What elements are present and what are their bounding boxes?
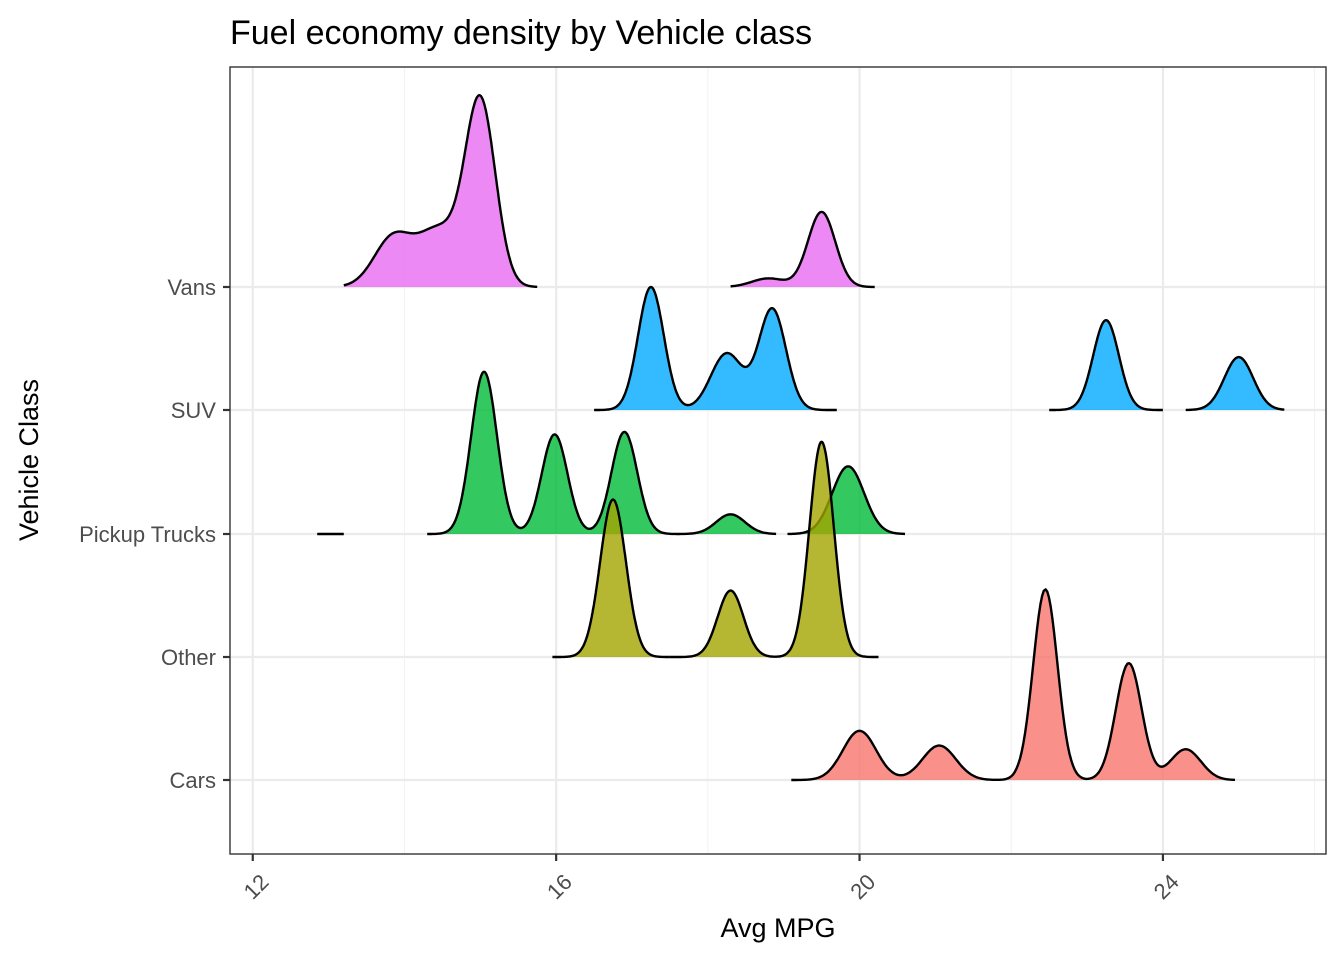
y-axis: Cars Other Pickup Trucks SUV Vans [79, 275, 230, 793]
ridge-vans [343, 94, 876, 289]
ridge-outline [551, 498, 671, 659]
x-tick-label: 24 [1149, 869, 1184, 904]
ridge-outline [786, 465, 906, 536]
ridge-other [551, 440, 879, 659]
y-tick-label: Other [161, 645, 216, 670]
y-tick-label: SUV [171, 398, 217, 423]
ridge-area [791, 589, 1235, 780]
ridge-outline [729, 210, 876, 289]
x-tick-label: 20 [845, 869, 880, 904]
ridge-area [343, 95, 538, 287]
ridge-suv [593, 285, 1286, 412]
ridge-outline [1048, 319, 1164, 412]
ridge-outline [791, 588, 1235, 782]
x-axis: 12 16 20 24 [239, 854, 1184, 904]
ridge-area [427, 371, 777, 534]
ridge-area [552, 499, 670, 657]
ridge-area [730, 211, 875, 287]
ridge-area [1185, 357, 1285, 410]
ridge-area [1049, 320, 1163, 410]
y-tick-label: Pickup Trucks [79, 522, 216, 547]
ridge-pickup-trucks [316, 370, 906, 536]
chart-title: Fuel economy density by Vehicle class [230, 14, 812, 52]
minor-gridlines [403, 67, 1316, 854]
major-gridlines [230, 67, 1326, 854]
ridge-outline [1184, 355, 1286, 412]
y-tick-label: Cars [170, 768, 216, 793]
density-ridges [316, 94, 1286, 782]
ridge-outline [427, 370, 777, 536]
ridge-area [669, 441, 879, 657]
ridge-outline [343, 94, 538, 288]
y-tick-label: Vans [167, 275, 216, 300]
x-tick-label: 12 [239, 869, 274, 904]
x-axis-title: Avg MPG [720, 913, 835, 943]
ridge-area [594, 287, 837, 410]
y-axis-title: Vehicle Class [14, 379, 44, 541]
ridge-outline [669, 440, 879, 659]
ridge-area [787, 466, 905, 534]
ridge-outline [593, 285, 837, 412]
ridge-cars [791, 588, 1235, 782]
x-tick-label: 16 [542, 869, 577, 904]
panel-border [229, 66, 1327, 855]
